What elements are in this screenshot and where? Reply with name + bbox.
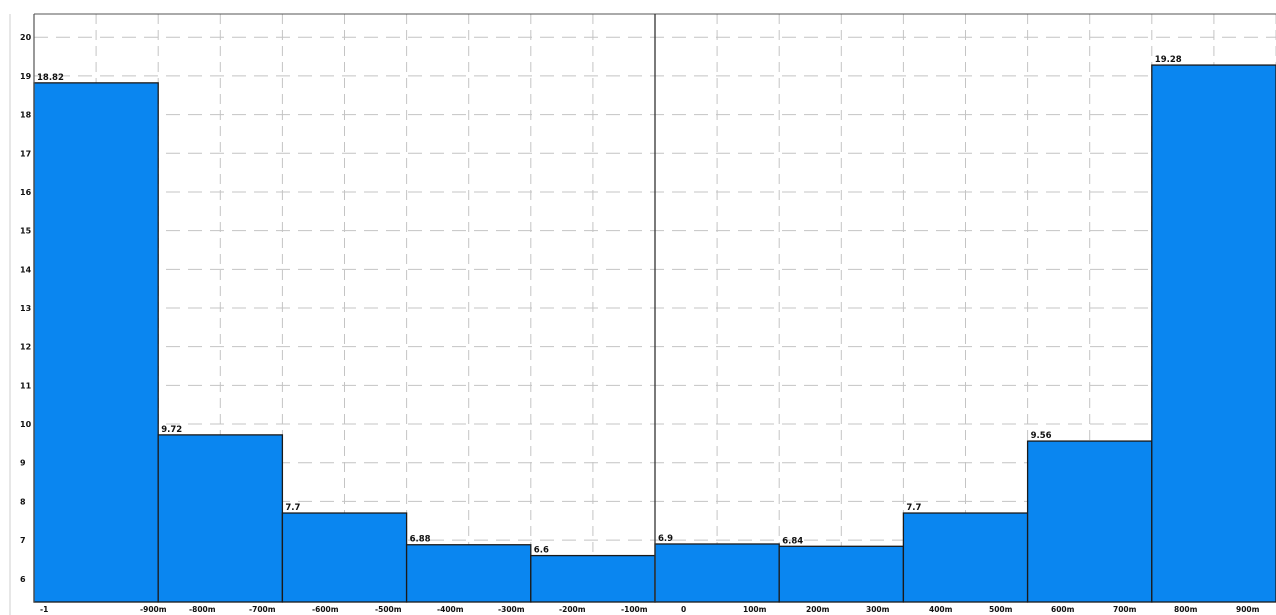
x-tick-label: -400m: [437, 605, 464, 614]
y-tick-label: 20: [20, 33, 32, 42]
x-tick-label: 500m: [989, 605, 1013, 614]
x-tick-label: 400m: [929, 605, 953, 614]
axes: [9, 13, 1276, 615]
x-tick-label: -100m: [621, 605, 648, 614]
bar-value-label: 6.6: [534, 546, 549, 556]
y-tick-label: 19: [20, 72, 32, 81]
bars: [33, 64, 1276, 603]
histogram-bar: [530, 554, 656, 603]
y-tick-label: 13: [20, 304, 31, 313]
histogram-bar: [281, 512, 408, 603]
histogram-bar: [654, 543, 780, 603]
histogram-bar: [1026, 440, 1153, 603]
y-tick-label: 17: [20, 149, 31, 158]
y-tick-label: 16: [20, 188, 32, 197]
y-tick-label: 8: [20, 497, 26, 506]
x-tick-label: 200m: [806, 605, 830, 614]
y-tick-label: 9: [20, 459, 26, 468]
x-tick-label: 100m: [743, 605, 767, 614]
x-tick-label: -900m: [140, 605, 167, 614]
bar-value-label: 6.9: [658, 534, 673, 544]
x-tick-label: -700m: [249, 605, 276, 614]
x-tick-label: -300m: [498, 605, 525, 614]
y-tick-label: 12: [20, 343, 31, 352]
bar-value-label: 7.7: [285, 503, 300, 513]
x-tick-label: -1: [40, 605, 48, 614]
x-tick-label: 700m: [1113, 605, 1137, 614]
histogram-bar: [902, 512, 1029, 603]
bar-value-label: 6.84: [782, 536, 803, 546]
y-tick-label: 7: [20, 536, 26, 545]
histogram-bar: [1151, 64, 1276, 603]
x-tick-label: -500m: [375, 605, 402, 614]
histogram-bar: [157, 434, 284, 603]
histogram-bar: [405, 544, 532, 603]
x-tick-label: -600m: [312, 605, 339, 614]
y-tick-label: 14: [20, 265, 32, 274]
y-tick-label: 11: [20, 381, 32, 390]
y-tick-label: 15: [20, 227, 32, 236]
bar-value-label: 9.72: [161, 425, 182, 435]
bar-value-label: 18.82: [37, 73, 64, 83]
y-tick-label: 6: [20, 575, 26, 584]
y-tick-label: 10: [20, 420, 32, 429]
histogram-bar: [33, 82, 159, 603]
x-tick-label: 0: [681, 605, 686, 614]
x-tick-label: 800m: [1174, 605, 1198, 614]
y-tick-label: 18: [20, 111, 32, 120]
x-tick-label: -800m: [189, 605, 216, 614]
x-tick-label: -200m: [559, 605, 586, 614]
x-tick-label: 300m: [866, 605, 890, 614]
x-tick-label: 600m: [1051, 605, 1075, 614]
bar-value-label: 6.88: [410, 535, 431, 545]
bar-value-label: 19.28: [1155, 55, 1182, 65]
x-tick-label: 900m: [1236, 605, 1260, 614]
labels: 6 7 8 9 10 11 12 13 14 15 16 17 18 19 20 -1 -900m -800m -7…: [20, 33, 1260, 614]
bar-value-label: 7.7: [906, 503, 921, 513]
bar-value-label: 9.56: [1031, 431, 1052, 441]
histogram-bar: [778, 545, 905, 603]
